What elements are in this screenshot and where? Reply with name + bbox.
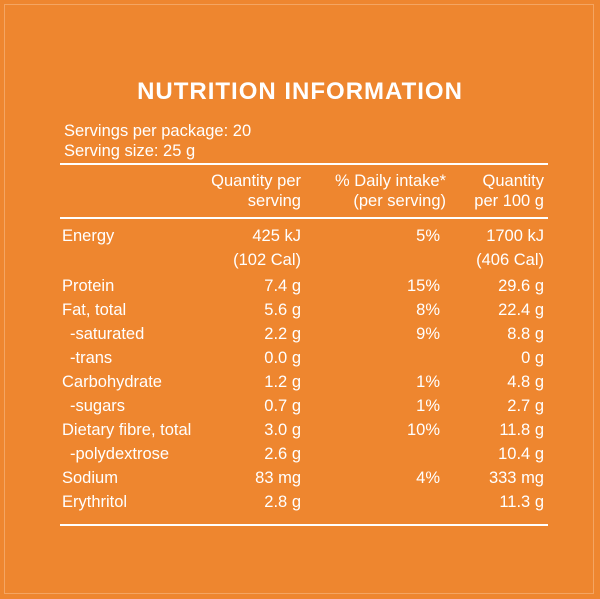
servings-per-package: Servings per package: 20: [64, 122, 252, 140]
table-row: -sugars 0.7 g 1% 2.7 g: [70, 397, 544, 415]
header-daily-intake: % Daily intake* (per serving): [335, 172, 446, 210]
table-row: Fat, total 5.6 g 8% 22.4 g: [62, 301, 544, 319]
table-row: Erythritol 2.8 g 11.3 g: [62, 493, 544, 511]
table-row: Carbohydrate 1.2 g 1% 4.8 g: [62, 373, 544, 391]
panel-title: NUTRITION INFORMATION: [137, 78, 463, 105]
panel-border: [4, 4, 594, 594]
header-quantity-per-100g: Quantity per 100 g: [474, 172, 544, 210]
table-row: Sodium 83 mg 4% 333 mg: [62, 469, 544, 487]
header-quantity-per-serving: Quantity per serving: [211, 172, 301, 210]
table-row: Protein 7.4 g 15% 29.6 g: [62, 277, 544, 295]
table-row: Dietary fibre, total 3.0 g 10% 11.8 g: [62, 421, 544, 439]
table-row: -trans 0.0 g 0 g: [70, 349, 544, 367]
header-bottom-rule: [60, 217, 548, 219]
table-row: -saturated 2.2 g 9% 8.8 g: [70, 325, 544, 343]
serving-size: Serving size: 25 g: [64, 142, 196, 160]
header-top-rule: [60, 163, 548, 165]
table-row: (102 Cal) (406 Cal): [233, 251, 544, 269]
table-bottom-rule: [60, 524, 548, 526]
table-row: Energy 425 kJ 5% 1700 kJ: [62, 227, 544, 245]
table-row: -polydextrose 2.6 g 10.4 g: [70, 445, 544, 463]
